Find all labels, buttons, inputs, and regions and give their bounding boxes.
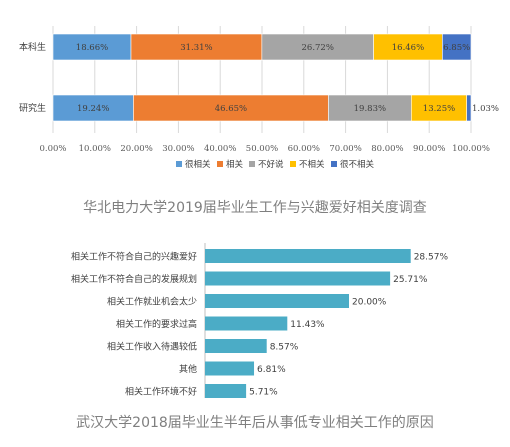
legend-swatch-很不相关 <box>331 161 337 167</box>
x-tick-label: 50.00% <box>246 144 278 154</box>
category-label: 研究生 <box>19 102 46 114</box>
bar <box>205 249 411 263</box>
category-label: 本科生 <box>19 41 46 53</box>
legend-swatch-不好说 <box>249 161 255 167</box>
x-tick-label: 30.00% <box>162 144 194 154</box>
legend-label: 很不相关 <box>340 159 375 170</box>
bar <box>205 316 288 331</box>
bar <box>205 384 247 398</box>
data-label: 19.83% <box>354 104 386 114</box>
bar-segment-不好说 <box>328 94 412 122</box>
x-tick-label: 0.00% <box>39 144 66 154</box>
data-label: 5.71% <box>249 388 278 398</box>
category-label: 相关工作的要求过高 <box>116 318 197 330</box>
bar-segment-很不相关 <box>442 33 472 61</box>
data-label: 19.24% <box>77 104 109 114</box>
x-tick-label: 90.00% <box>413 144 445 154</box>
category-label: 相关工作不符合自己的发展规划 <box>71 273 197 285</box>
x-tick-label: 20.00% <box>120 144 152 154</box>
category-label: 相关工作就业机会太少 <box>107 296 197 308</box>
x-tick-label: 10.00% <box>79 144 111 154</box>
data-label: 28.57% <box>414 253 449 263</box>
x-tick-label: 70.00% <box>329 144 361 154</box>
category-label: 相关工作收入待遇较低 <box>107 341 197 353</box>
x-tick-label: 100.00% <box>452 144 490 154</box>
data-label: 6.81% <box>257 365 286 375</box>
data-label: 20.00% <box>352 298 387 308</box>
chart-caption-ncepu: 华北电力大学2019届毕业生工作与兴趣爱好相关度调查 <box>83 200 427 216</box>
x-tick-label: 40.00% <box>204 144 236 154</box>
bar <box>205 294 349 308</box>
legend-swatch-很相关 <box>176 161 182 167</box>
legend-swatch-相关 <box>217 161 223 167</box>
data-label: 31.31% <box>180 43 212 53</box>
x-tick-label: 60.00% <box>288 144 320 154</box>
bar-segment-不相关 <box>373 33 443 61</box>
bar <box>205 361 255 376</box>
data-label: 18.66% <box>76 43 108 53</box>
bar-segment-不相关 <box>411 94 467 122</box>
bar-segment-很相关 <box>52 33 132 61</box>
data-label: 11.43% <box>290 320 325 330</box>
data-label: 26.72% <box>302 43 334 53</box>
category-label: 相关工作不符合自己的兴趣爱好 <box>71 251 197 263</box>
data-label: 16.46% <box>392 43 424 53</box>
chart-caption-whu: 武汉大学2018届毕业生半年后从事低专业相关工作的原因 <box>76 415 434 431</box>
category-label: 其他 <box>179 363 197 375</box>
x-tick-label: 80.00% <box>371 144 403 154</box>
bar-segment-不好说 <box>261 33 374 61</box>
legend-label: 很相关 <box>185 159 211 170</box>
data-label: 6.85% <box>443 43 470 53</box>
legend-swatch-不相关 <box>290 161 296 167</box>
bar-segment-相关 <box>130 33 263 61</box>
bar <box>205 271 391 286</box>
stacked-bar-chart-interest-relevance: 0.00% 10.00% 20.00% 30.00% 40.00% 50.00% 60.00… <box>19 26 499 170</box>
data-label: 25.71% <box>393 275 428 285</box>
data-label: 1.03% <box>472 104 499 114</box>
bar <box>205 339 267 353</box>
legend-label: 不好说 <box>258 159 284 170</box>
category-label: 相关工作环境不好 <box>125 386 197 398</box>
legend-label: 相关 <box>226 159 244 170</box>
data-label: 46.65% <box>215 104 247 114</box>
bar-segment-很不相关 <box>466 94 472 122</box>
legend-label: 不相关 <box>299 159 325 170</box>
data-label: 8.57% <box>270 343 299 353</box>
data-label: 13.25% <box>423 104 455 114</box>
